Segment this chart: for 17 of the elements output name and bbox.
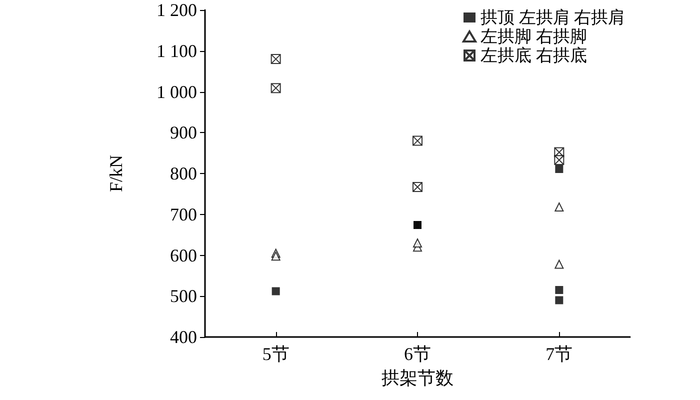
x-tick-label: 5节	[262, 344, 290, 364]
x-tick-label: 7节	[546, 344, 573, 364]
y-tick-label: 900	[170, 122, 197, 143]
y-tick-label: 600	[170, 245, 197, 266]
x-axis-title: 拱架节数	[382, 368, 454, 388]
x-tick-label: 6节	[404, 344, 431, 364]
y-tick-label: 1 100	[156, 40, 197, 61]
y-tick-label: 800	[170, 164, 197, 184]
y-tick-label: 700	[170, 204, 197, 224]
y-tick-label: 500	[170, 286, 197, 306]
y-tick-label: 400	[170, 327, 197, 347]
y-axis-title: F/kN	[106, 154, 126, 192]
legend-label: 拱顶 左拱肩 右拱肩	[480, 8, 625, 27]
y-tick-label: 1 200	[156, 0, 197, 20]
legend-label: 左拱脚 右拱脚	[480, 27, 587, 46]
legend-label: 左拱底 右拱底	[480, 46, 587, 65]
y-tick-label: 1 000	[156, 82, 197, 102]
